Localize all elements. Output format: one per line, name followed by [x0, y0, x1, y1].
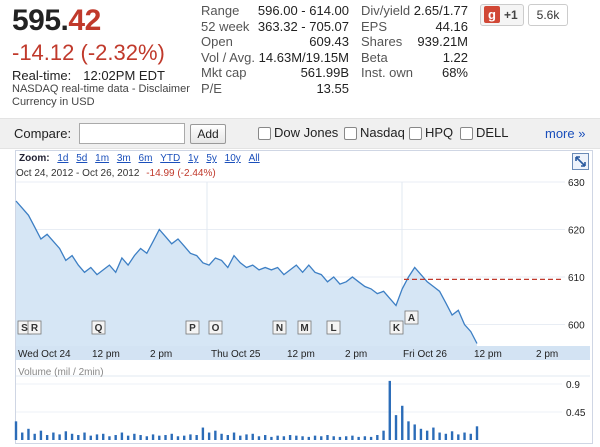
currency-note: Currency in USD	[12, 96, 95, 108]
plus-one-count: 5.6k	[528, 4, 568, 26]
event-flag-label: R	[31, 323, 39, 334]
google-plus-icon: g	[484, 6, 500, 23]
event-flag-label: L	[330, 323, 336, 334]
y-tick-label: 620	[568, 226, 585, 237]
zoom-1m[interactable]: 1m	[95, 153, 110, 164]
realtime-label: Real-time:	[12, 68, 72, 83]
x-tick-label: 12 pm	[474, 349, 502, 360]
y-tick-label: 630	[568, 178, 585, 189]
checkbox-hpq[interactable]	[409, 127, 422, 140]
y-tick-label: 610	[568, 273, 585, 284]
ticker-label-hpq: HPQ	[425, 125, 454, 140]
zoom-ytd[interactable]: YTD	[160, 153, 181, 164]
x-tick-label: 12 pm	[287, 349, 315, 360]
event-flag-label: N	[276, 323, 283, 334]
stat-52week: 52 week 363.32 - 705.07	[201, 18, 349, 34]
event-flag	[326, 320, 341, 335]
event-flag	[389, 320, 404, 335]
date-range: Oct 24, 2012 - Oct 26, 2012 -14.99 (-2.4…	[16, 168, 216, 179]
stat-instown: Inst. own 68%	[361, 65, 468, 80]
ticker-label-dell: DELL	[476, 125, 509, 140]
add-button[interactable]: Add	[190, 124, 226, 144]
stat-mktcap: Mkt cap 561.99B	[201, 65, 349, 80]
realtime-row: Real-time: 12:02PM EDT	[12, 68, 165, 83]
x-tick-label: 2 pm	[345, 349, 367, 360]
event-flag	[297, 320, 312, 335]
expand-chart-icon[interactable]	[572, 153, 589, 170]
stat-volume: Vol / Avg. 14.63M/19.15M	[201, 49, 349, 65]
stat-shares: Shares 939.21M	[361, 34, 468, 49]
stat-open: Open 609.43	[201, 34, 349, 49]
y-tick-label: 600	[568, 321, 585, 332]
date-separator: -	[76, 168, 80, 179]
zoom-5d[interactable]: 5d	[76, 153, 88, 164]
x-tick-label: Thu Oct 25	[211, 349, 261, 360]
zoom-controls: Zoom: 1d 5d 1m 3m 6m YTD 1y 5y 10y All	[19, 153, 260, 164]
date-from[interactable]: Oct 24, 2012	[16, 168, 74, 179]
event-flag	[27, 320, 42, 335]
volume-tick-label: 0.9	[566, 380, 580, 391]
zoom-1y[interactable]: 1y	[187, 153, 199, 164]
event-flag-label: K	[393, 323, 401, 334]
price-change: -14.12 (-2.32%)	[12, 40, 165, 65]
x-tick-label: 2 pm	[150, 349, 172, 360]
compare-label: Compare:	[14, 126, 72, 141]
x-tick-label: Fri Oct 26	[403, 349, 447, 360]
zoom-6m[interactable]: 6m	[138, 153, 153, 164]
range-change: -14.99 (-2.44%)	[146, 168, 216, 179]
ticker-label-nasdaq: Nasdaq	[360, 125, 405, 140]
price-line	[15, 200, 478, 344]
price-area	[16, 201, 477, 346]
compare-bar: Compare: Add Dow Jones Nasdaq HPQ DELL m…	[0, 118, 600, 149]
stat-eps: EPS 44.16	[361, 18, 468, 34]
stock-price: 595.42	[12, 4, 101, 38]
stats-left: Range 596.00 - 614.00 52 week 363.32 - 705…	[201, 3, 349, 96]
date-to[interactable]: Oct 26, 2012	[82, 168, 140, 179]
zoom-1d[interactable]: 1d	[57, 153, 69, 164]
event-flag-label: A	[408, 313, 415, 324]
stat-pe: P/E 13.55	[201, 80, 349, 96]
zoom-label: Zoom:	[19, 153, 50, 164]
event-flag	[91, 320, 106, 335]
event-flag-label: Q	[95, 323, 103, 334]
ticker-label-dow-jones: Dow Jones	[274, 125, 339, 140]
checkbox-dell[interactable]	[460, 127, 473, 140]
plus-one-label: +1	[504, 8, 518, 22]
disclaimer-link[interactable]: NASDAQ real-time data - Disclaimer	[12, 83, 190, 95]
event-flag	[208, 320, 223, 335]
zoom-3m[interactable]: 3m	[116, 153, 131, 164]
google-plus-button[interactable]: g +1	[480, 4, 524, 26]
price-integer: 595.	[12, 4, 69, 37]
compare-input[interactable]	[79, 123, 185, 144]
realtime-time: 12:02PM EDT	[83, 68, 165, 83]
event-flag-label: S	[21, 323, 28, 334]
zoom-10y[interactable]: 10y	[224, 153, 241, 164]
checkbox-nasdaq[interactable]	[344, 127, 357, 140]
event-flag	[272, 320, 287, 335]
disclaimer: NASDAQ real-time data - Disclaimer Curre…	[12, 83, 202, 109]
x-tick-label: 2 pm	[536, 349, 558, 360]
volume-tick-label: 0.45	[566, 408, 586, 419]
event-flag-label: O	[212, 323, 220, 334]
stats-right: Div/yield 2.65/1.77 EPS 44.16 Shares 939.21…	[361, 3, 468, 81]
stat-divyield: Div/yield 2.65/1.77	[361, 3, 468, 18]
event-flag-label: M	[300, 323, 308, 334]
event-flag-label: P	[189, 323, 196, 334]
stat-beta: Beta 1.22	[361, 49, 468, 65]
x-axis-band	[16, 346, 590, 360]
x-tick-label: Wed Oct 24	[18, 349, 71, 360]
event-flag	[404, 310, 419, 325]
event-flag	[185, 320, 200, 335]
stat-range: Range 596.00 - 614.00	[201, 3, 349, 18]
price-decimal: 42	[68, 4, 101, 37]
zoom-all[interactable]: All	[248, 153, 260, 164]
zoom-5y[interactable]: 5y	[206, 153, 217, 164]
checkbox-dow-jones[interactable]	[258, 127, 271, 140]
x-tick-label: 12 pm	[92, 349, 120, 360]
more-link[interactable]: more »	[545, 126, 586, 141]
volume-label: Volume (mil / 2min)	[18, 367, 104, 378]
